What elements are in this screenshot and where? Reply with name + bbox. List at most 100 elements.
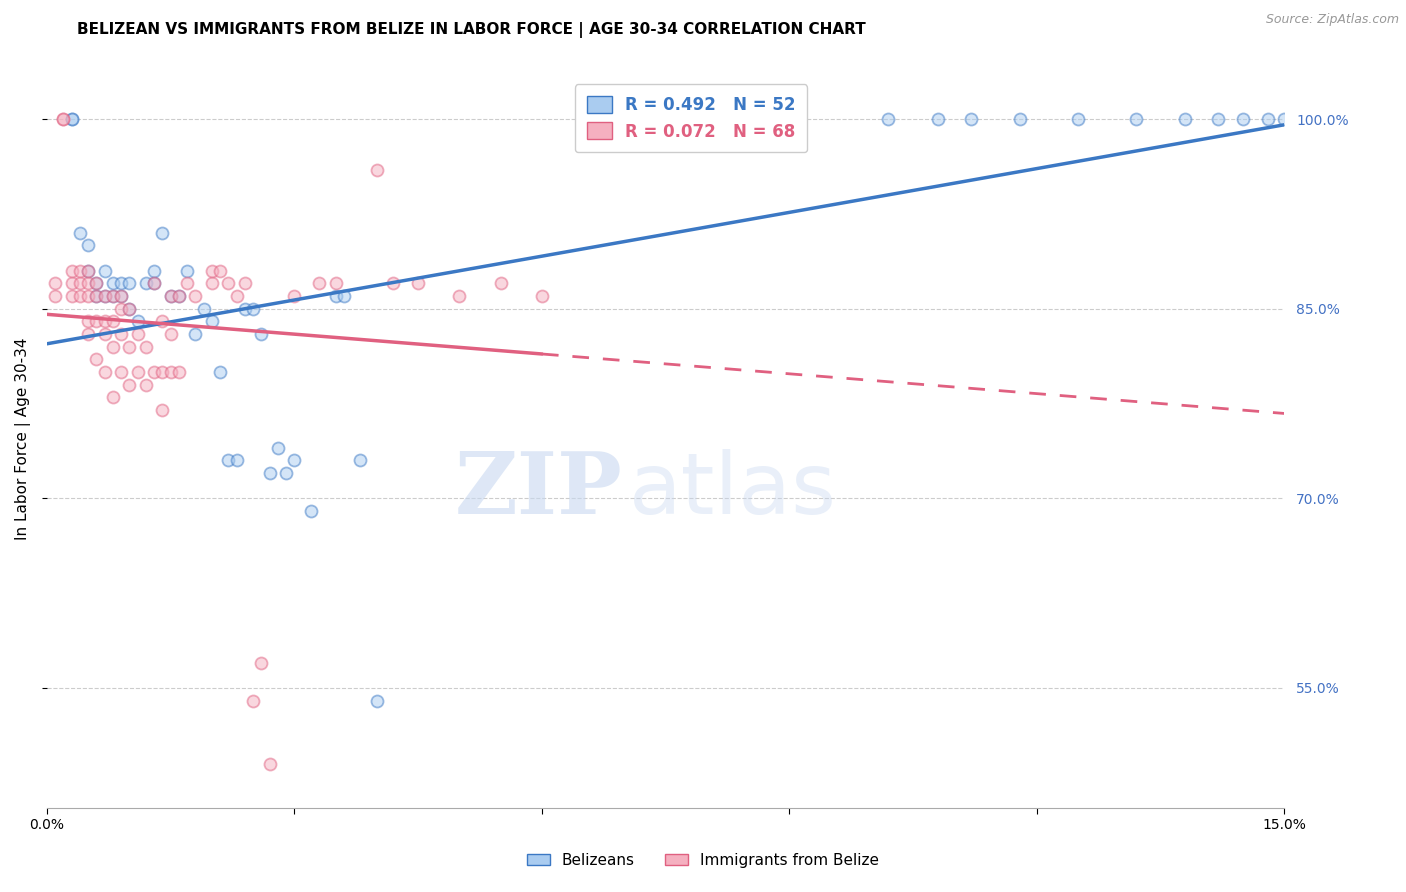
Legend: R = 0.492   N = 52, R = 0.072   N = 68: R = 0.492 N = 52, R = 0.072 N = 68 [575,84,807,153]
Point [143,277,166,291]
Point [242,301,264,316]
Point [449,289,471,303]
Point [1208,112,1230,126]
Point [93,365,115,379]
Point [1125,112,1147,126]
Point [366,693,388,707]
Point [366,162,388,177]
Point [143,277,166,291]
Point [159,365,181,379]
Point [69,264,91,278]
Point [77,264,100,278]
Point [60,112,83,126]
Point [283,453,305,467]
Point [77,264,100,278]
Point [283,289,305,303]
Point [118,301,141,316]
Point [135,277,157,291]
Point [250,656,273,670]
Point [52,112,75,126]
Point [77,314,100,328]
Point [44,277,66,291]
Point [159,289,181,303]
Point [60,112,83,126]
Point [86,289,108,303]
Point [877,112,900,126]
Point [77,238,100,252]
Point [167,365,190,379]
Point [135,340,157,354]
Point [201,277,224,291]
Point [225,453,247,467]
Point [93,264,115,278]
Point [184,289,207,303]
Point [167,289,190,303]
Y-axis label: In Labor Force | Age 30-34: In Labor Force | Age 30-34 [15,337,31,540]
Point [101,314,124,328]
Point [110,365,132,379]
Point [233,277,256,291]
Point [152,226,174,240]
Point [101,390,124,404]
Point [93,326,115,341]
Point [201,264,224,278]
Legend: Belizeans, Immigrants from Belize: Belizeans, Immigrants from Belize [520,847,886,873]
Point [101,289,124,303]
Point [86,289,108,303]
Point [1067,112,1090,126]
Point [217,277,239,291]
Point [86,352,108,367]
Point [1232,112,1254,126]
Point [184,326,207,341]
Point [60,277,83,291]
Point [1010,112,1032,126]
Point [960,112,983,126]
Point [530,289,553,303]
Point [176,264,198,278]
Point [60,289,83,303]
Point [209,264,232,278]
Point [60,264,83,278]
Text: BELIZEAN VS IMMIGRANTS FROM BELIZE IN LABOR FORCE | AGE 30-34 CORRELATION CHART: BELIZEAN VS IMMIGRANTS FROM BELIZE IN LA… [77,22,866,38]
Point [325,277,347,291]
Text: Source: ZipAtlas.com: Source: ZipAtlas.com [1265,13,1399,27]
Point [217,453,239,467]
Point [77,326,100,341]
Point [152,365,174,379]
Point [110,277,132,291]
Point [93,289,115,303]
Point [176,277,198,291]
Point [152,402,174,417]
Point [69,277,91,291]
Point [276,466,298,480]
Point [299,504,322,518]
Point [86,314,108,328]
Point [201,314,224,328]
Point [233,301,256,316]
Point [118,377,141,392]
Point [152,314,174,328]
Point [110,289,132,303]
Point [44,289,66,303]
Point [1257,112,1279,126]
Point [167,289,190,303]
Point [927,112,949,126]
Point [127,365,149,379]
Point [77,277,100,291]
Point [225,289,247,303]
Point [101,340,124,354]
Point [242,693,264,707]
Point [127,326,149,341]
Point [110,326,132,341]
Point [406,277,429,291]
Point [135,377,157,392]
Point [250,326,273,341]
Point [69,226,91,240]
Point [382,277,405,291]
Point [259,466,281,480]
Point [193,301,215,316]
Point [69,289,91,303]
Point [143,264,166,278]
Point [110,301,132,316]
Point [118,301,141,316]
